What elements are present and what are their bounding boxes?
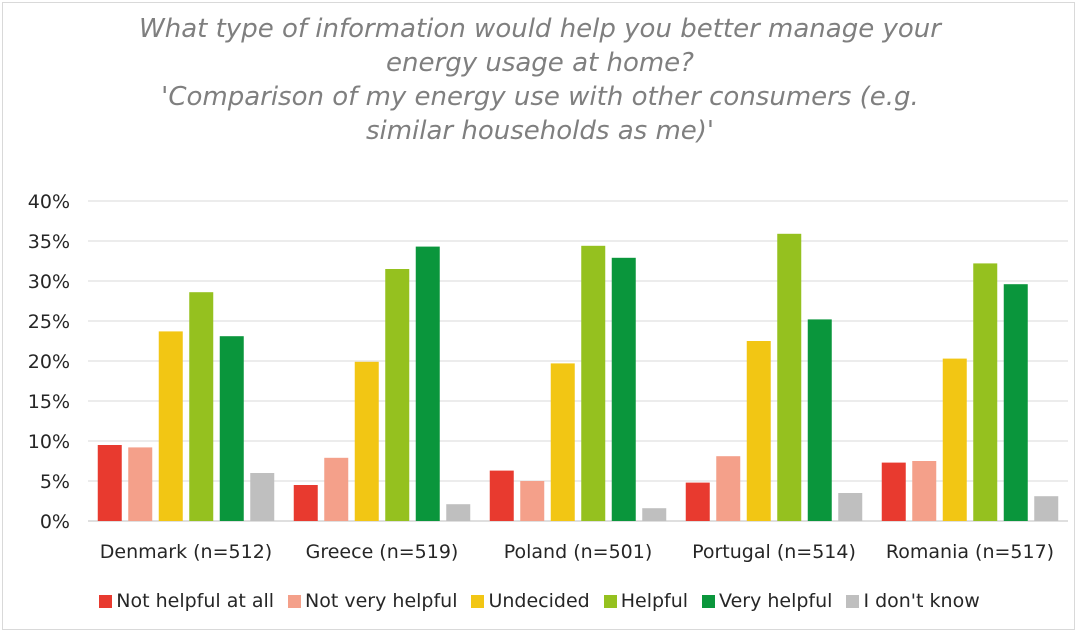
- bar: [838, 493, 863, 521]
- bar: [642, 508, 667, 521]
- y-tick-label: 15%: [28, 391, 70, 413]
- legend-label: Very helpful: [719, 590, 833, 612]
- bar: [716, 456, 741, 521]
- legend-item: I don't know: [846, 590, 980, 612]
- y-tick-label: 0%: [40, 511, 70, 533]
- legend-item: Helpful: [603, 590, 689, 612]
- x-tick-label: Greece (n=519): [306, 541, 459, 563]
- legend-swatch: [471, 594, 485, 608]
- legend-swatch: [702, 594, 716, 608]
- bar: [354, 361, 379, 521]
- bar: [973, 263, 998, 521]
- y-tick-label: 25%: [28, 311, 70, 333]
- legend-label: I don't know: [863, 590, 980, 612]
- y-tick-label: 30%: [28, 271, 70, 293]
- chart-title: What type of information would help you …: [120, 12, 960, 148]
- legend-swatch: [99, 594, 113, 608]
- bar: [158, 331, 183, 521]
- bar: [415, 246, 440, 521]
- bar: [1003, 284, 1028, 521]
- bar: [942, 358, 967, 521]
- bar: [293, 485, 318, 521]
- y-tick-label: 40%: [28, 191, 70, 213]
- bar: [128, 447, 153, 521]
- bar: [581, 245, 606, 522]
- chart-title-line: energy usage at home?: [386, 48, 694, 78]
- legend-swatch: [846, 594, 860, 608]
- bar: [324, 457, 349, 521]
- bar: [746, 341, 771, 521]
- chart-title-line: What type of information would help you …: [139, 14, 941, 44]
- bar: [685, 482, 710, 521]
- legend-swatch: [603, 594, 617, 608]
- bar: [912, 461, 937, 521]
- legend-label: Not helpful at all: [116, 590, 275, 612]
- bars: [97, 233, 1059, 522]
- legend: Not helpful at all Not very helpful Undeci…: [0, 590, 1079, 612]
- bar: [446, 504, 471, 521]
- bar: [97, 445, 122, 521]
- bar: [777, 233, 802, 522]
- bar: [807, 319, 832, 521]
- bar: [385, 269, 410, 521]
- y-tick-label: 20%: [28, 351, 70, 373]
- bar: [881, 462, 906, 521]
- legend-label: Not very helpful: [305, 590, 458, 612]
- x-tick-label: Portugal (n=514): [692, 541, 856, 563]
- y-tick-label: 35%: [28, 231, 70, 253]
- x-tick-label: Poland (n=501): [504, 541, 653, 563]
- chart-title-line: 'Comparison of my energy use with other …: [161, 82, 919, 112]
- bar: [520, 481, 545, 521]
- legend-item: Not helpful at all: [99, 590, 274, 612]
- y-axis-ticks: 0% 5% 10% 15% 20% 25% 30% 35% 40%: [28, 191, 70, 533]
- legend-item: Not very helpful: [288, 590, 457, 612]
- legend-label: Undecided: [488, 590, 590, 612]
- bar: [250, 473, 275, 521]
- legend-item: Undecided: [471, 590, 590, 612]
- chart-title-line: similar households as me)': [365, 116, 715, 146]
- legend-item: Very helpful: [702, 590, 832, 612]
- bar: [219, 336, 244, 521]
- bar: [189, 292, 214, 521]
- bar: [550, 363, 575, 521]
- legend-swatch: [288, 594, 302, 608]
- x-axis-labels: Denmark (n=512) Greece (n=519) Poland (n=5…: [100, 541, 1054, 563]
- x-tick-label: Romania (n=517): [886, 541, 1054, 563]
- bar: [611, 257, 636, 521]
- legend-label: Helpful: [620, 590, 689, 612]
- x-tick-label: Denmark (n=512): [100, 541, 272, 563]
- y-tick-label: 10%: [28, 431, 70, 453]
- y-tick-label: 5%: [40, 471, 70, 493]
- bar: [489, 470, 514, 521]
- bar: [1034, 496, 1059, 521]
